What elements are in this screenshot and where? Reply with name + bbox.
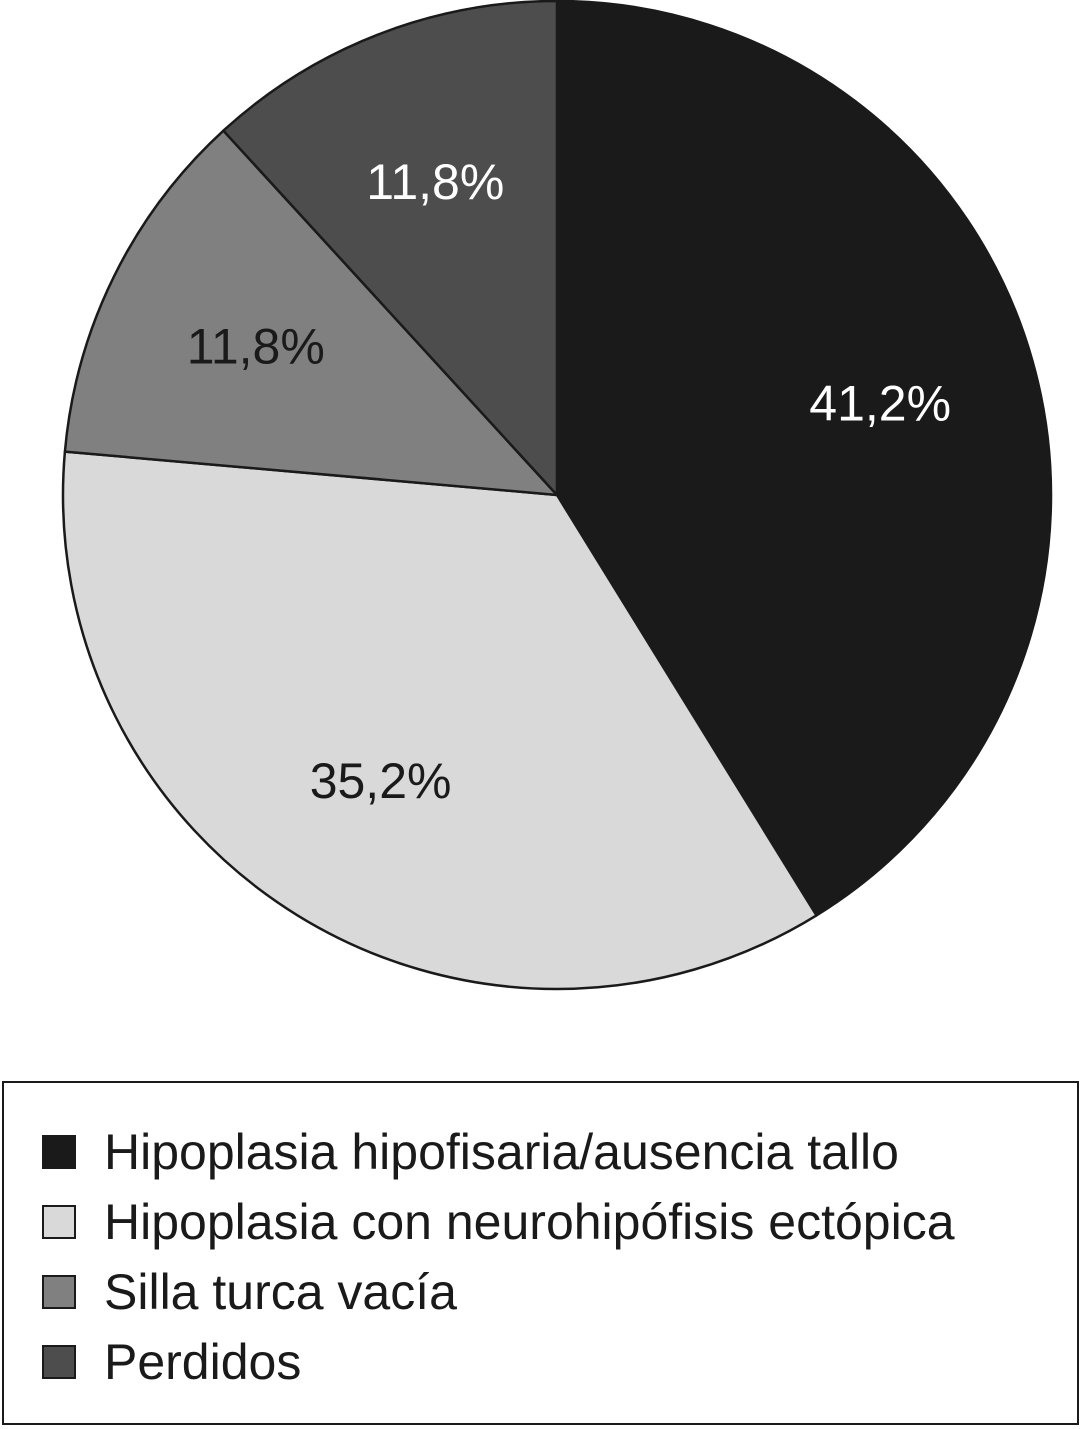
slice-value-label: 11,8% (366, 154, 504, 210)
pie-slice-neurohipofisis-ectopica (61, 450, 818, 991)
legend-label: Perdidos (104, 1334, 302, 1390)
legend-swatch (42, 1205, 76, 1239)
legend: Hipoplasia hipofisaria/ausencia tallo Hi… (2, 1081, 1079, 1425)
legend-label: Hipoplasia hipofisaria/ausencia tallo (104, 1124, 899, 1180)
slice-value-label: 35,2% (310, 753, 452, 809)
legend-label: Hipoplasia con neurohipófisis ectópica (104, 1194, 955, 1250)
legend-swatch (42, 1135, 76, 1169)
pie-slice-perdidos (222, 0, 559, 497)
legend-item: Hipoplasia hipofisaria/ausencia tallo (4, 1117, 1077, 1187)
legend-label: Silla turca vacía (104, 1264, 457, 1320)
slice-value-label: 11,8% (187, 318, 325, 374)
pie-chart: 41,2% 35,2% 11,8% 11,8% (61, 0, 1053, 991)
legend-swatch (42, 1345, 76, 1379)
legend-item: Perdidos (4, 1327, 1077, 1397)
pie-slice-labels: 41,2% 35,2% 11,8% 11,8% (187, 154, 951, 809)
legend-item: Silla turca vacía (4, 1257, 1077, 1327)
pie-slice-hipoplasia-hipofisaria (555, 0, 1053, 917)
pie-slices (61, 0, 1053, 991)
legend-item: Hipoplasia con neurohipófisis ectópica (4, 1187, 1077, 1257)
legend-swatch (42, 1275, 76, 1309)
pie-slice-silla-turca-vacia (63, 129, 559, 497)
slice-value-label: 41,2% (809, 375, 951, 431)
